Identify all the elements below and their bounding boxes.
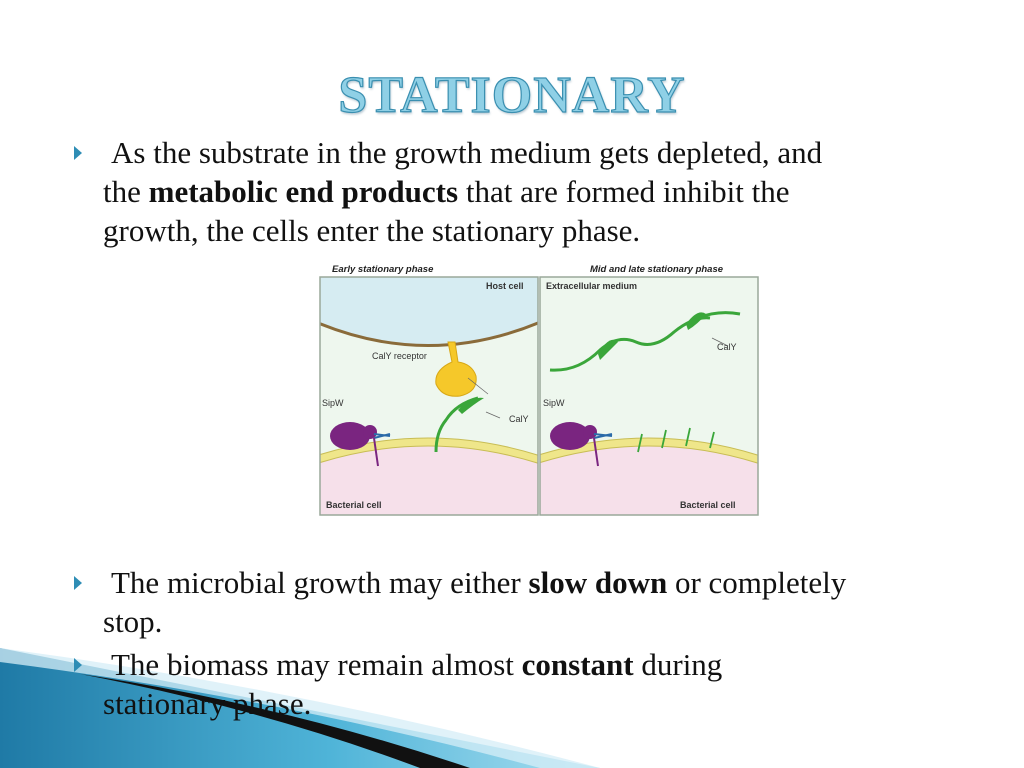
bullet-arrow-icon [74, 658, 82, 672]
left-panel-title: Early stationary phase [332, 264, 434, 275]
left-bacterial-cell-label: Bacterial cell [326, 500, 382, 510]
bullet-3-pre: The biomass may remain almost [111, 647, 522, 682]
right-sipw-label: SipW [543, 398, 565, 408]
right-panel [540, 277, 758, 515]
corner-swoosh-decoration [0, 648, 600, 768]
sipw-head [363, 425, 377, 439]
caly-fiber [434, 396, 479, 453]
bullet-3-post: during [633, 647, 723, 682]
bullet-arrow-icon [74, 576, 82, 590]
right-bacterial-cell-region [540, 446, 758, 515]
extracellular-medium-label: Extracellular medium [546, 281, 638, 291]
figure-svg [319, 276, 759, 516]
bullet-arrow-icon [74, 146, 82, 160]
bullet-1: As the substrate in the growth medium ge… [74, 133, 983, 250]
caly-receptor-label: CalY receptor [372, 351, 427, 361]
bullet-2-post: or completely [667, 565, 847, 600]
bullet-1-line2-post: that are formed inhibit the [458, 174, 790, 209]
host-cell-label: Host cell [486, 281, 524, 291]
right-panel-title: Mid and late stationary phase [590, 264, 724, 275]
host-cell-region [320, 277, 538, 346]
host-membrane [320, 321, 538, 347]
right-panel-border [539, 276, 759, 516]
caly-receptor-shape [435, 341, 477, 397]
bullet-1-line2-pre: the [103, 174, 149, 209]
bullet-1-line1: As the substrate in the growth medium ge… [111, 135, 823, 170]
bullet-1-bold: metabolic end products [148, 174, 459, 209]
right-sipw-body [550, 422, 590, 450]
right-caly-label: CalY [717, 342, 737, 352]
left-sipw-label: SipW [322, 398, 344, 408]
bullet-2: The microbial growth may either slow dow… [74, 563, 983, 641]
bullet-2-bold: slow down [528, 565, 668, 600]
free-caly-fiber [549, 316, 711, 372]
bullet-2-line2: stop. [103, 604, 163, 639]
caly-fiber-tip [458, 397, 484, 414]
left-caly-label: CalY [509, 414, 529, 424]
left-panel [320, 277, 538, 515]
sipw-body [330, 422, 370, 450]
bullet-2-pre: The microbial growth may either [111, 565, 529, 600]
bacterial-cell-region [320, 446, 538, 515]
right-bacterial-cell-label: Bacterial cell [680, 500, 736, 510]
left-panel-border [319, 276, 539, 516]
slide-title: STATIONARY [338, 66, 686, 124]
bullet-3-bold: constant [521, 647, 634, 682]
stationary-phase-figure: Early stationary phase Mid and late stat… [318, 262, 760, 516]
bullet-3: The biomass may remain almost constant d… [74, 645, 983, 723]
bullet-1-line3: growth, the cells enter the stationary p… [103, 213, 641, 248]
bullet-3-line2: stationary phase. [103, 686, 312, 721]
